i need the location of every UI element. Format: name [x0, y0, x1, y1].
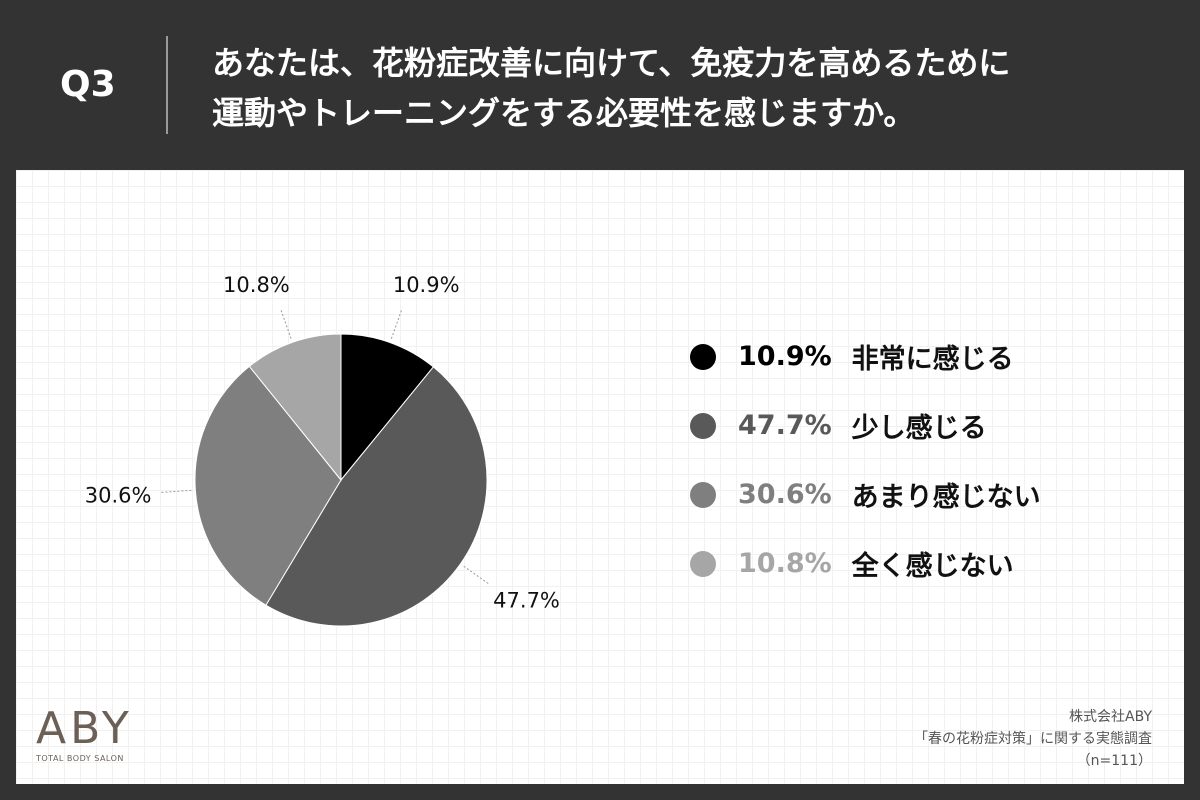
question-title: あなたは、花粉症改善に向けて、免疫力を高めるために 運動やトレーニングをする必要…	[212, 38, 1172, 138]
label-leader-line	[390, 308, 403, 339]
slice-percent-label: 47.7%	[493, 589, 560, 613]
legend-item: 30.6% あまり感じない	[690, 460, 1041, 529]
source-sample: （n=111）	[1076, 753, 1152, 769]
legend-percent: 10.9%	[738, 341, 832, 372]
legend-label: 非常に感じる	[851, 344, 1014, 375]
source-note: 株式会社ABY 「春の花粉症対策」に関する実態調査 （n=111）	[914, 706, 1152, 772]
legend-item: 47.7% 少し感じる	[690, 391, 1041, 460]
chart-card: 10.9% 47.7% 30.6% 10.8% 10.9% 非常に感じる 47.7% …	[16, 170, 1184, 784]
slice-percent-label: 30.6%	[85, 483, 152, 507]
legend-swatch	[690, 550, 716, 577]
legend-swatch	[690, 412, 716, 439]
aby-logo: ABY TOTAL BODY SALON	[36, 703, 156, 764]
slice-very	[340, 333, 435, 482]
source-company: 株式会社ABY	[1069, 709, 1152, 725]
slice-somewhat	[265, 366, 488, 627]
legend-item: 10.8% 全く感じない	[690, 529, 1041, 598]
label-leader-line	[279, 308, 292, 339]
legend-label: 少し感じる	[851, 413, 987, 444]
legend-label: あまり感じない	[851, 482, 1041, 513]
question-title-line-1: あなたは、花粉症改善に向けて、免疫力を高めるために	[212, 44, 1011, 82]
question-header: Q3 あなたは、花粉症改善に向けて、免疫力を高めるために 運動やトレーニングをす…	[0, 0, 1200, 170]
slice-not-much	[194, 365, 342, 606]
legend-item: 10.9% 非常に感じる	[690, 322, 1041, 391]
chart-legend: 10.9% 非常に感じる 47.7% 少し感じる 30.6% あまり感じない 1…	[690, 322, 1041, 598]
legend-percent: 30.6%	[738, 479, 832, 510]
legend-percent: 47.7%	[738, 410, 832, 441]
legend-swatch	[690, 343, 716, 370]
label-leader-line	[159, 489, 192, 494]
legend-label: 全く感じない	[851, 551, 1014, 582]
slice-not-at-all	[248, 333, 342, 482]
slice-percent-label: 10.8%	[223, 273, 290, 297]
logo-mark: ABY	[36, 703, 133, 754]
legend-swatch	[690, 481, 716, 508]
label-leader-line	[463, 565, 491, 586]
pie-chart: 10.9% 47.7% 30.6% 10.8%	[85, 273, 560, 627]
legend-percent: 10.8%	[738, 548, 832, 579]
question-title-line-2: 運動やトレーニングをする必要性を感じますか。	[212, 94, 916, 132]
slice-percent-label: 10.9%	[393, 273, 460, 297]
question-number: Q3	[60, 64, 116, 105]
logo-subtitle: TOTAL BODY SALON	[36, 754, 124, 763]
header-divider	[166, 36, 168, 134]
source-survey: 「春の花粉症対策」に関する実態調査	[914, 731, 1152, 747]
